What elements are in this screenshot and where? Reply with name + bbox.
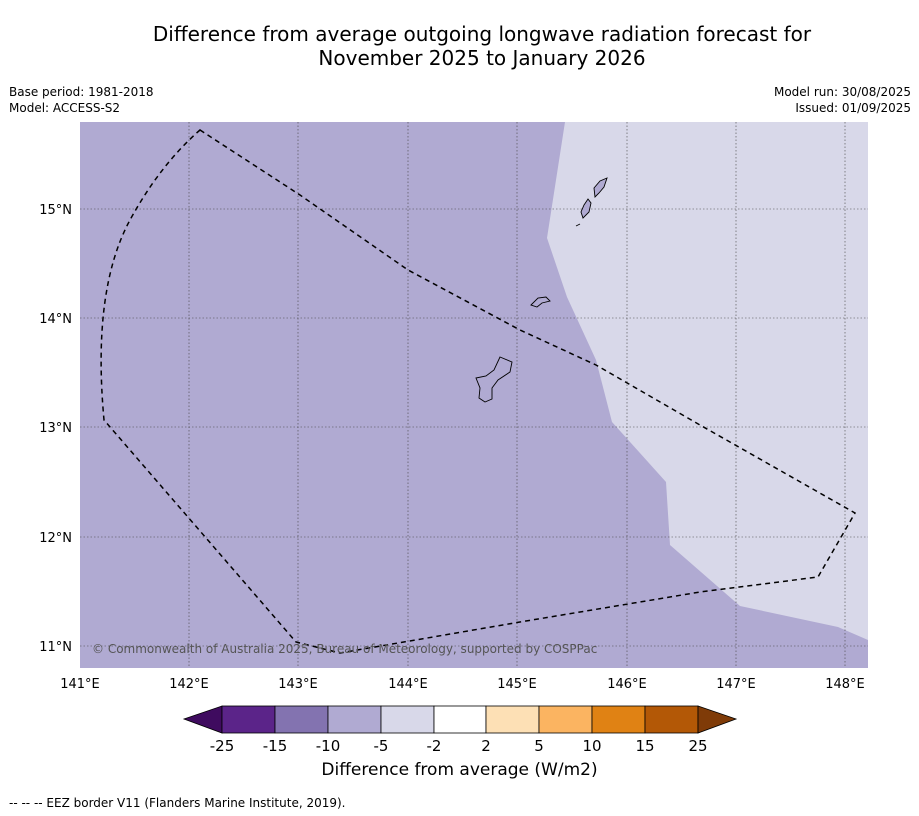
tinian-outline (580, 198, 592, 219)
colorbar-label: 5 (534, 737, 544, 755)
latitude-labels: 15°N 14°N 13°N 12°N 11°N (39, 203, 72, 655)
issued-text: Issued: 01/09/2025 (795, 101, 911, 115)
lat-label: 15°N (39, 203, 72, 218)
island-outlines (475, 177, 608, 403)
colorbar-bin (327, 705, 382, 734)
meta-left: Base period: 1981-2018 Model: ACCESS-S2 (9, 84, 154, 116)
lon-label: 146°E (607, 677, 647, 692)
colorbar-bin (538, 705, 593, 734)
colorbar-label: -2 (427, 737, 442, 755)
lon-label: 141°E (60, 677, 100, 692)
colorbar-title: Difference from average (W/m2) (321, 760, 598, 780)
lon-label: 147°E (716, 677, 756, 692)
lat-label: 13°N (39, 421, 72, 436)
saipan-outline (593, 177, 608, 198)
colorbar-bin (591, 705, 646, 734)
colorbar-label: -10 (316, 737, 341, 755)
colorbar-label: 25 (688, 737, 707, 755)
model-run-text: Model run: 30/08/2025 (773, 85, 911, 99)
chart-title: Difference from average outgoing longwav… (22, 22, 919, 70)
colorbar-label: -25 (210, 737, 235, 755)
colorbar-bin (221, 705, 276, 734)
colorbar-bin (380, 705, 435, 734)
colorbar (182, 705, 738, 734)
lon-label: 148°E (825, 677, 865, 692)
title-line-1: Difference from average outgoing longwav… (152, 22, 812, 46)
lat-label: 11°N (39, 640, 72, 655)
copyright-text: © Commonwealth of Australia 2025, Bureau… (92, 642, 597, 656)
aguijan-outline (575, 223, 581, 227)
lat-label: 14°N (39, 312, 72, 327)
colorbar-bin (433, 705, 487, 734)
colorbar-bin (274, 705, 329, 734)
model-text: Model: ACCESS-S2 (9, 101, 121, 115)
eez-footnote: -- -- -- EEZ border V11 (Flanders Marine… (9, 796, 346, 810)
colorbar-label: 15 (635, 737, 654, 755)
longitude-labels: 141°E 142°E 143°E 144°E 145°E 146°E 147°… (60, 677, 865, 692)
map-panel: © Commonwealth of Australia 2025, Bureau… (80, 122, 868, 668)
lat-label: 12°N (39, 531, 72, 546)
colorbar-labels: -25 -15 -10 -5 -2 2 5 10 15 25 (210, 737, 708, 755)
colorbar-label: -5 (374, 737, 389, 755)
colorbar-bin (485, 705, 540, 734)
colorbar-extend-low (182, 705, 223, 734)
lon-label: 142°E (169, 677, 209, 692)
graticule (80, 122, 868, 668)
colorbar-extend-high (697, 705, 738, 734)
guam-outline (475, 356, 513, 403)
lon-label: 145°E (497, 677, 537, 692)
colorbar-label: 10 (582, 737, 601, 755)
colorbar-bin (644, 705, 699, 734)
base-period-text: Base period: 1981-2018 (9, 85, 154, 99)
colorbar-label: -15 (263, 737, 288, 755)
lon-label: 143°E (278, 677, 318, 692)
colorbar-label: 2 (481, 737, 491, 755)
rota-outline (530, 296, 551, 308)
title-line-2: November 2025 to January 2026 (318, 46, 646, 70)
meta-right: Model run: 30/08/2025 Issued: 01/09/2025 (774, 84, 911, 116)
lon-label: 144°E (388, 677, 428, 692)
